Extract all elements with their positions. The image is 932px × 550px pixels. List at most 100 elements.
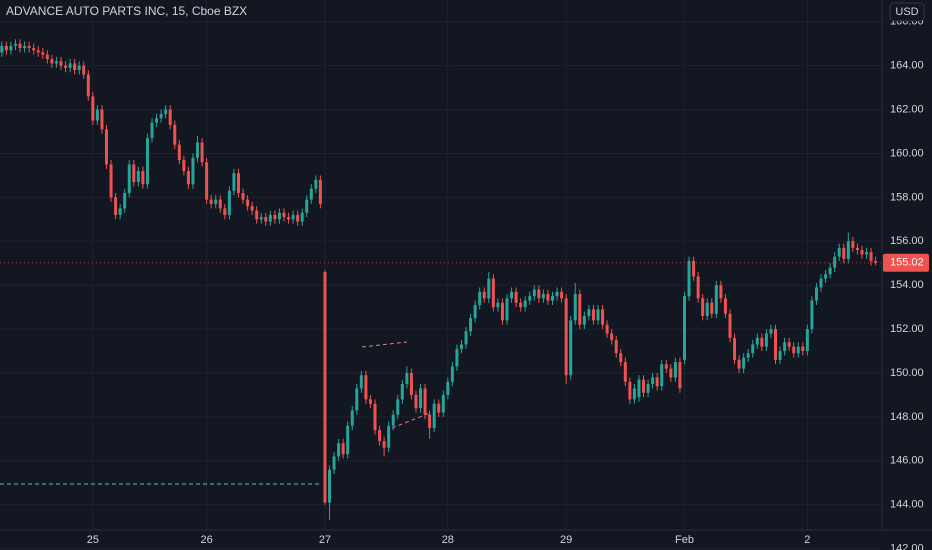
candle-body [387,425,391,448]
candle-body [537,289,541,299]
candle-body [869,252,873,262]
candle-body [578,293,582,325]
candle-body [792,346,796,354]
candle-body [710,302,714,314]
candle-body [50,59,54,64]
candle-body [346,425,350,455]
candle-body [168,109,172,125]
candle-body [632,388,636,400]
x-tick-label: 27 [319,534,331,546]
candle-body [687,261,691,297]
candle-body [359,375,363,389]
candle-body [0,45,4,53]
candle-body [701,298,705,316]
candle-body [127,164,131,193]
currency-button[interactable] [889,2,925,22]
candle-body [341,443,345,455]
candle-body [145,138,149,185]
candle-body [209,199,213,204]
candle-body [282,212,286,218]
candle-body [77,65,81,71]
x-tick-label: Feb [675,534,694,546]
candle-body [851,241,855,248]
candle-body [605,324,609,334]
candle-body [355,388,359,411]
candle-body [587,309,591,316]
candle-body [733,337,737,360]
candle-body [437,403,441,413]
y-tick-label: 152.00 [890,323,924,335]
candle-body [218,199,222,209]
candle-body [73,63,77,71]
candle-body [696,276,700,299]
candle-body [155,118,159,123]
candle-body [655,377,659,387]
candle-body [287,217,291,220]
candle-body [842,247,846,259]
candle-body [177,144,181,161]
candle-body [569,320,573,376]
candle-body [64,65,68,68]
candle-body [837,247,841,257]
candle-body [860,250,864,255]
candle-body [373,403,377,431]
candle-body [400,383,404,400]
candle-body [664,364,668,369]
candle-body [273,214,277,220]
candle-body [23,45,27,49]
candle-body [459,344,463,349]
candle-body [746,353,750,358]
candle-body [564,298,568,376]
candle-body [414,394,418,409]
candle-body [41,52,45,55]
candle-body [305,199,309,213]
candle-body [332,456,336,470]
candle-body [519,302,523,308]
y-tick-label: 148.00 [890,411,924,423]
candle-body [487,278,491,299]
candle-body [227,190,231,215]
candle-body [555,291,559,297]
candle-body [819,278,823,288]
y-tick-label: 164.00 [890,60,924,72]
candle-body [255,210,259,220]
candle-body [186,171,190,185]
candle-body [27,45,31,49]
candle-body [560,291,564,299]
last-price-box [883,253,929,272]
grid [0,0,882,550]
candle-body [496,302,500,308]
candle-body [200,142,204,163]
currency-label[interactable]: USD [895,6,918,18]
candle-body [623,362,627,382]
candle-body [214,199,218,204]
candle-body [760,337,764,347]
candle-body [723,298,727,314]
candle-body [628,381,632,400]
candle-body [719,285,723,299]
candle-body [464,331,468,345]
y-tick-label: 150.00 [890,367,924,379]
candle-body [769,329,773,334]
candle-body [95,109,99,121]
candle-body [277,212,281,220]
candle-body [482,291,486,299]
candle-body [774,329,778,360]
candle-body [505,298,509,321]
candle-body [136,171,140,183]
candle-body [164,109,168,114]
candle-body [91,96,95,121]
candle-body [241,192,245,200]
candle-body [419,388,423,409]
candle-body [323,272,327,503]
candle-body [291,214,295,220]
candle-body [546,293,550,301]
candle-body [783,342,787,352]
candle-body [423,388,427,415]
candle-body [855,247,859,251]
y-tick-label: 156.00 [890,235,924,247]
candle-body [610,333,614,341]
candle-body [796,346,800,354]
candle-body [692,261,696,277]
